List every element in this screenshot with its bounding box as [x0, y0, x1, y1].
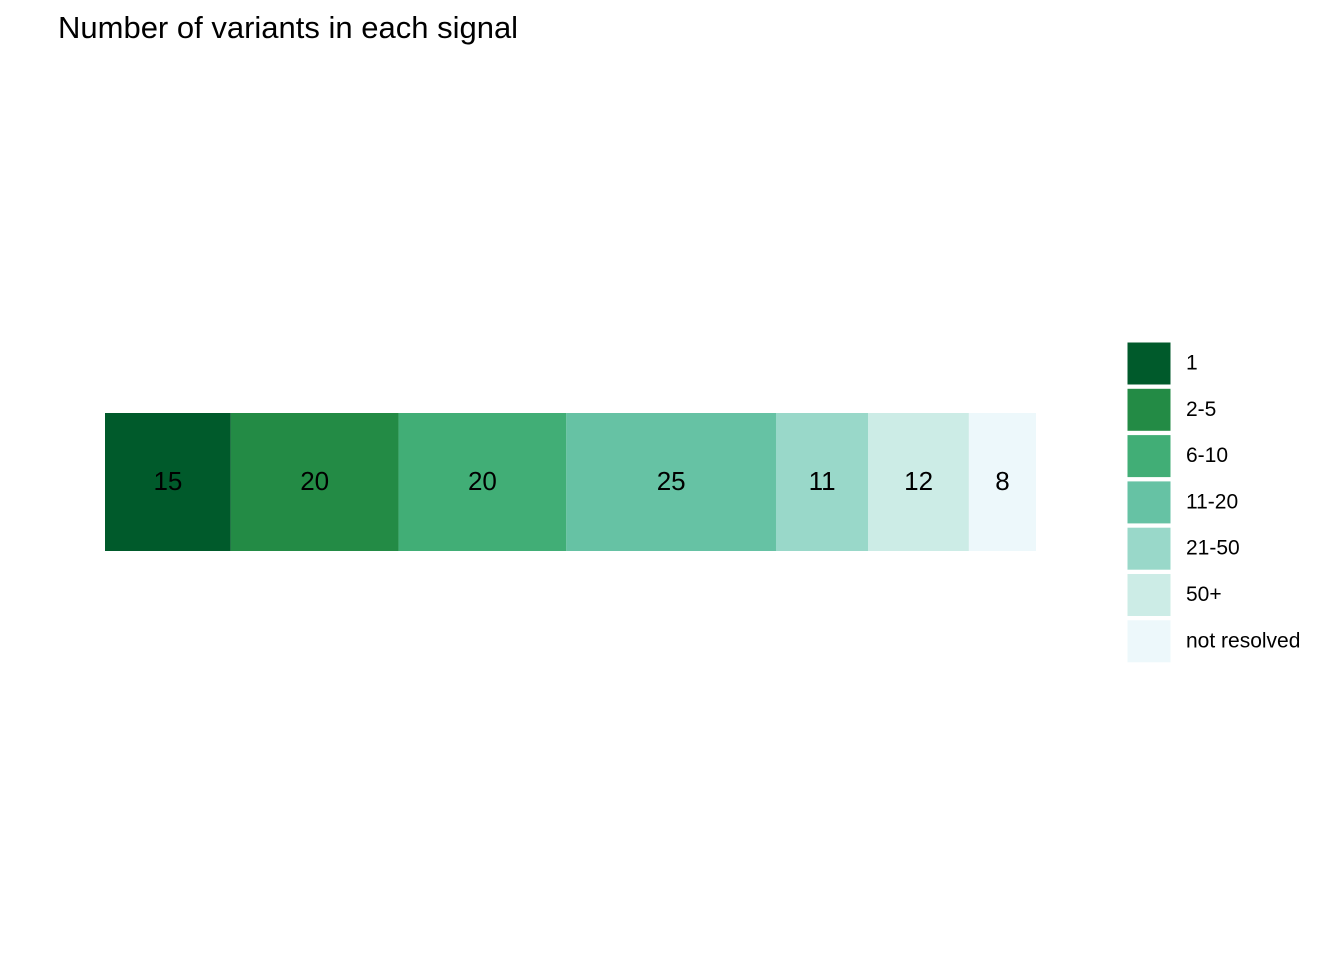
legend-label: 50+	[1186, 583, 1222, 606]
legend-key	[1126, 434, 1172, 479]
data-label: 25	[657, 466, 686, 496]
data-label: 15	[153, 466, 182, 496]
data-label: 20	[468, 466, 497, 496]
legend-label: 21-50	[1186, 537, 1240, 560]
legend-key	[1126, 480, 1172, 525]
legend-key	[1126, 387, 1172, 432]
bar-segment	[230, 413, 399, 551]
legend-label: 6-10	[1186, 444, 1228, 467]
bar-segment	[868, 413, 969, 551]
bar-segment	[968, 413, 1036, 551]
bar-segment	[566, 413, 776, 551]
legend-key	[1126, 619, 1172, 664]
legend-label: not resolved	[1186, 629, 1300, 652]
bar-segment	[105, 413, 231, 551]
data-label: 20	[300, 466, 329, 496]
bar-segment	[775, 413, 869, 551]
legend-key	[1126, 573, 1172, 617]
data-label: 12	[904, 466, 933, 496]
data-label: 8	[995, 466, 1009, 496]
bar-segment	[398, 413, 567, 551]
legend-label: 11-20	[1186, 490, 1238, 513]
legend-label: 1	[1186, 352, 1198, 375]
data-label: 11	[809, 466, 836, 496]
legend-key	[1126, 526, 1172, 571]
chart-title: Number of variants in each signal	[58, 10, 518, 45]
legend-key	[1126, 341, 1172, 386]
legend-label: 2-5	[1186, 398, 1216, 421]
